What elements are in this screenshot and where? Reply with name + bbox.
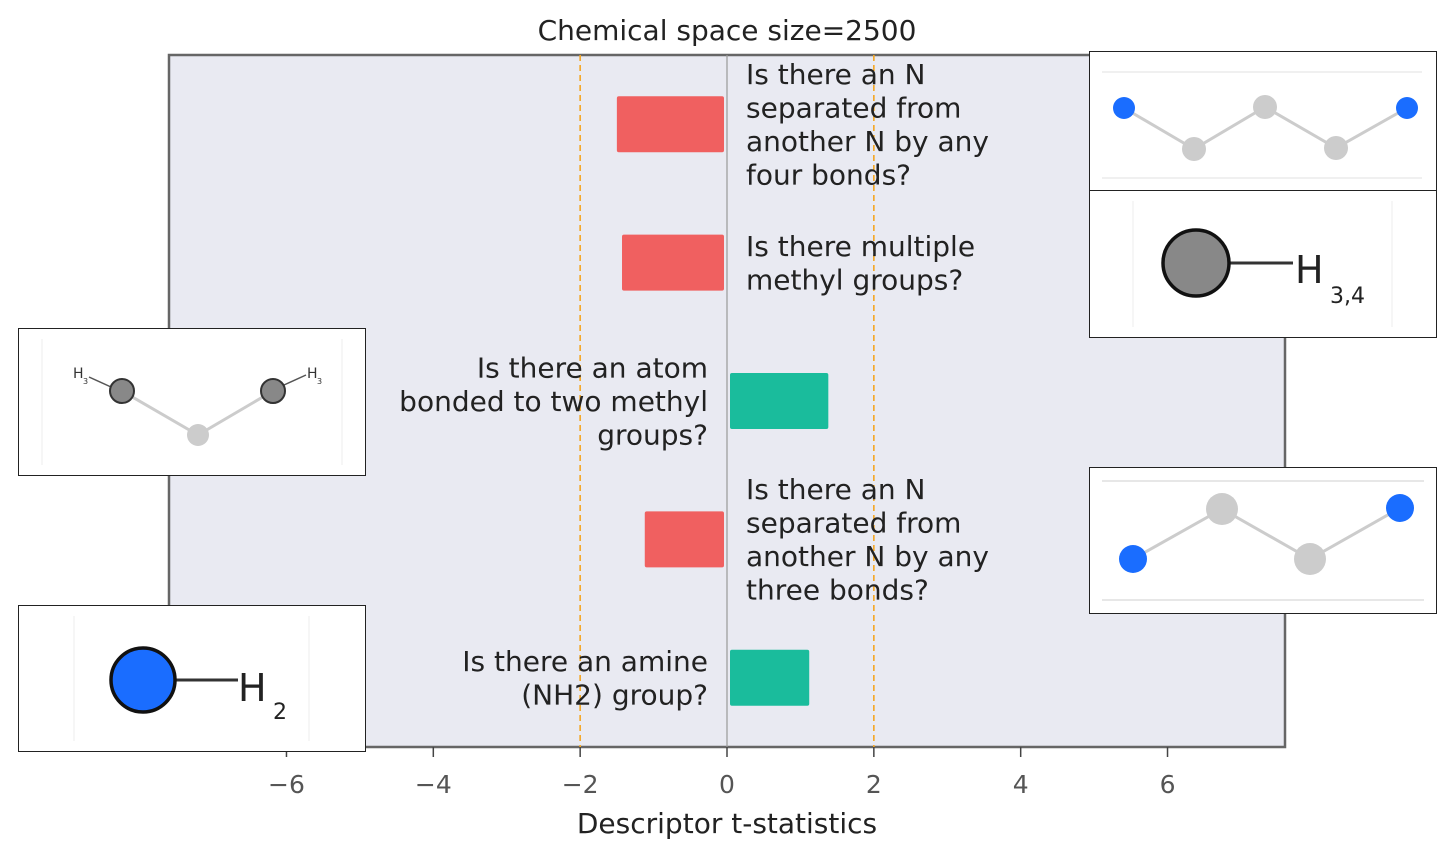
bar-label-line: Is there multiple xyxy=(746,230,975,263)
bar-1 xyxy=(616,96,724,153)
x-tick-label: 4 xyxy=(1013,770,1029,799)
bar-label-2: Is there multiple methyl groups? xyxy=(746,230,975,297)
bar-label-line: Is there an amine xyxy=(462,645,708,678)
reference-lines xyxy=(579,55,875,747)
hydrogen-subscript: 3 xyxy=(83,377,88,386)
nitrogen-atom xyxy=(1386,494,1414,522)
hydrogen-subscript: 3 xyxy=(317,377,322,386)
hydrogen-subscript: 3,4 xyxy=(1330,284,1365,309)
molecule-n-n-four-bonds xyxy=(1089,51,1437,191)
nitrogen-atom xyxy=(1113,97,1135,119)
bar-5 xyxy=(730,649,810,706)
hydrogen-label: H xyxy=(307,366,318,382)
hydrogen-subscript: 2 xyxy=(273,700,287,725)
x-tick-label: 0 xyxy=(719,770,735,799)
x-tick-label: −2 xyxy=(562,770,599,799)
bar-label-line: Is there an N xyxy=(746,473,925,506)
bar-label-line: separated from xyxy=(746,507,961,540)
bar-4 xyxy=(644,511,724,568)
bar-label-5: Is there an amine (NH2) group? xyxy=(462,645,708,712)
bar-label-line: (NH2) group? xyxy=(521,679,708,712)
molecule-two-methyl-groups: H 3 H 3 xyxy=(18,328,366,476)
carbon-atom xyxy=(260,378,286,404)
carbon-atom xyxy=(1206,493,1238,525)
carbon-atom xyxy=(1253,95,1277,119)
hydrogen-label: H xyxy=(73,366,84,382)
x-tick-label: −4 xyxy=(415,770,452,799)
carbon-atom xyxy=(1324,136,1348,160)
hydrogen-label: H xyxy=(238,666,267,710)
nitrogen-atom xyxy=(1396,97,1418,119)
x-tick-label: −6 xyxy=(268,770,305,799)
bar-3 xyxy=(730,373,829,429)
bar-label-line: Is there an N xyxy=(746,58,925,91)
bar-label-3: Is there an atom bonded to two methyl grou… xyxy=(399,352,708,452)
hydrogen-label: H xyxy=(1295,248,1324,292)
bar-label-line: three bonds? xyxy=(746,574,929,607)
chart-title: Chemical space size=2500 xyxy=(538,14,917,47)
bars xyxy=(616,96,829,706)
bar-label-line: Is there an atom xyxy=(477,352,708,385)
carbon-atom xyxy=(109,378,135,404)
molecule-methyl-group: H 3,4 xyxy=(1089,190,1437,338)
carbon-atom xyxy=(1294,543,1326,575)
nitrogen-atom xyxy=(1119,545,1147,573)
carbon-atom xyxy=(1161,228,1231,298)
x-tick-label: 2 xyxy=(866,770,882,799)
x-tick-label: 6 xyxy=(1160,770,1176,799)
bar-label-line: another N by any xyxy=(746,125,989,158)
bar-label-line: four bonds? xyxy=(746,158,911,191)
x-axis: −6 −4 −2 0 2 4 6 xyxy=(268,747,1175,799)
bar-label-line: another N by any xyxy=(746,540,989,573)
molecule-amine-group: H 2 xyxy=(18,605,366,752)
carbon-atom xyxy=(1182,137,1206,161)
nitrogen-atom xyxy=(109,646,177,714)
molecule-n-n-three-bonds xyxy=(1089,467,1437,614)
bar-label-line: methyl groups? xyxy=(746,263,963,296)
x-axis-label: Descriptor t-statistics xyxy=(577,807,877,840)
bar-label-line: groups? xyxy=(597,419,708,452)
bar-label-line: bonded to two methyl xyxy=(399,385,708,418)
carbon-atom xyxy=(187,424,209,446)
bar-label-line: separated from xyxy=(746,91,961,124)
bar-2 xyxy=(622,234,724,291)
